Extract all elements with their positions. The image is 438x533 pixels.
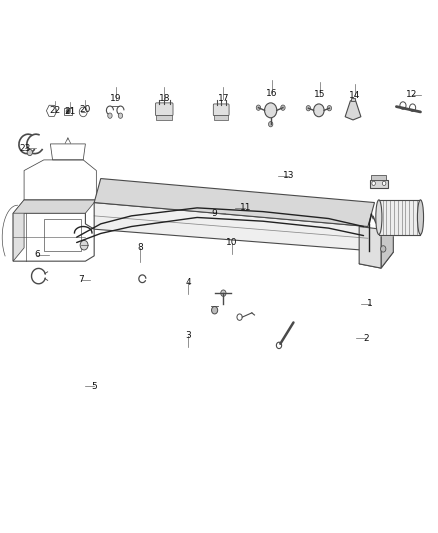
Circle shape: [118, 113, 123, 118]
Circle shape: [306, 106, 311, 111]
FancyBboxPatch shape: [213, 104, 229, 116]
Text: 12: 12: [406, 91, 417, 99]
Text: 6: 6: [34, 251, 40, 259]
Text: 11: 11: [240, 204, 251, 212]
Circle shape: [80, 240, 88, 250]
Circle shape: [221, 290, 226, 296]
Polygon shape: [94, 179, 374, 227]
Circle shape: [256, 105, 261, 110]
Text: 15: 15: [314, 91, 325, 99]
FancyBboxPatch shape: [351, 98, 355, 101]
FancyBboxPatch shape: [155, 103, 173, 116]
Text: 21: 21: [64, 108, 76, 116]
Text: 7: 7: [78, 276, 84, 284]
Circle shape: [108, 113, 112, 118]
Ellipse shape: [376, 200, 382, 235]
Text: 10: 10: [226, 238, 238, 247]
Text: 22: 22: [49, 107, 61, 115]
Polygon shape: [359, 227, 381, 268]
Polygon shape: [345, 101, 361, 120]
Circle shape: [212, 306, 218, 314]
Text: 3: 3: [185, 332, 191, 340]
Circle shape: [265, 103, 277, 118]
Text: 2: 2: [363, 334, 368, 343]
Text: 14: 14: [349, 92, 360, 100]
Circle shape: [327, 106, 332, 111]
Polygon shape: [94, 203, 368, 251]
Text: 1: 1: [367, 300, 373, 308]
Polygon shape: [13, 200, 24, 261]
Circle shape: [372, 181, 375, 185]
Text: 20: 20: [80, 105, 91, 114]
FancyBboxPatch shape: [370, 180, 388, 188]
Circle shape: [27, 149, 32, 156]
Circle shape: [314, 104, 324, 117]
Text: 8: 8: [137, 244, 143, 252]
Text: 18: 18: [159, 94, 170, 103]
FancyBboxPatch shape: [156, 115, 172, 120]
Text: 23: 23: [20, 144, 31, 152]
Circle shape: [66, 109, 70, 114]
Text: 16: 16: [266, 89, 277, 98]
Ellipse shape: [417, 200, 424, 235]
Text: 13: 13: [283, 172, 295, 180]
Text: 9: 9: [212, 209, 218, 217]
Polygon shape: [359, 248, 393, 268]
Circle shape: [381, 246, 386, 252]
Text: 19: 19: [110, 94, 122, 103]
Circle shape: [382, 181, 386, 185]
Circle shape: [268, 122, 273, 127]
Polygon shape: [381, 217, 393, 268]
Text: 5: 5: [91, 382, 97, 391]
Circle shape: [281, 105, 285, 110]
Text: 4: 4: [186, 278, 191, 287]
FancyBboxPatch shape: [214, 115, 228, 120]
Text: 17: 17: [218, 94, 229, 103]
Polygon shape: [13, 200, 96, 213]
FancyBboxPatch shape: [371, 175, 386, 180]
